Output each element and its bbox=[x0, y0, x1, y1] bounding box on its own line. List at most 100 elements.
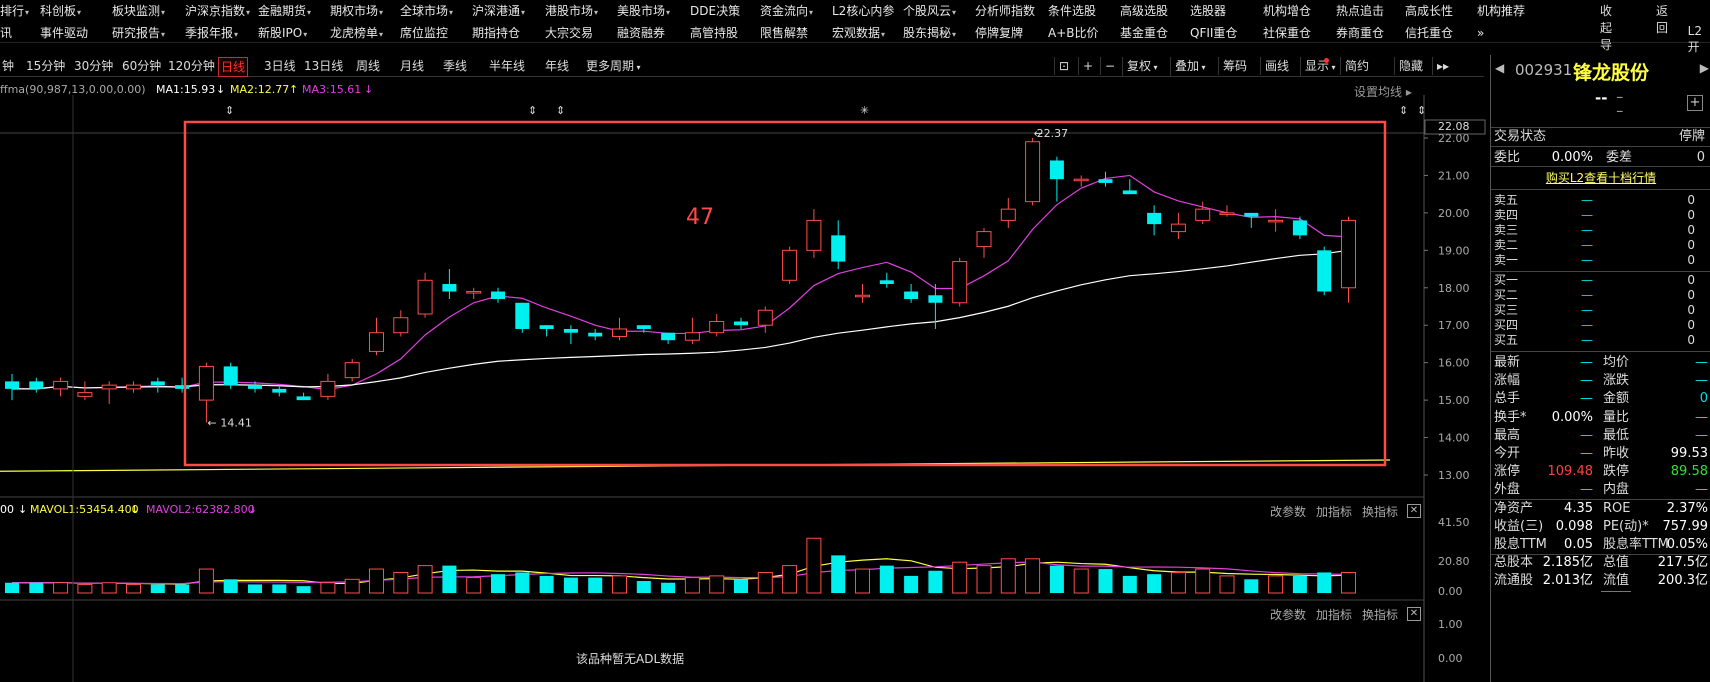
menu-item-menu_row1-8[interactable]: 港股市场▾ bbox=[545, 2, 598, 22]
event-marker-icon[interactable]: ⇕ bbox=[528, 104, 537, 117]
toolbar-btn-4[interactable]: 显示 ▾ bbox=[1300, 57, 1336, 77]
menu-item-menu_row2-6[interactable]: 席位监控 bbox=[400, 24, 448, 43]
period-tab-1[interactable]: 15分钟 bbox=[24, 57, 67, 75]
menu-item-menu_row2-21[interactable]: » bbox=[1477, 24, 1484, 43]
zoom-out-icon[interactable]: − bbox=[1100, 57, 1115, 75]
period-tab-6[interactable]: 3日线 bbox=[262, 57, 298, 75]
menu-item-menu_row1-2[interactable]: 板块监测▾ bbox=[112, 2, 165, 22]
menu-item-menu_row2-16[interactable]: 基金重仓 bbox=[1120, 24, 1168, 43]
menu-item-menu_row2-11[interactable]: 限售解禁 bbox=[760, 24, 808, 43]
menu-item-menu_row1-5[interactable]: 期权市场▾ bbox=[330, 2, 383, 22]
menu-item-menu_row1-16[interactable]: 高级选股 bbox=[1120, 2, 1168, 21]
menu-item-menu_row2-1[interactable]: 事件驱动 bbox=[40, 24, 88, 43]
menu-item-menu_row1-13[interactable]: 个股风云▾ bbox=[903, 2, 956, 22]
menu-item-menu_row1-11[interactable]: 资金流向▾ bbox=[760, 2, 813, 22]
period-tab-13[interactable]: 更多周期 ▾ bbox=[584, 57, 643, 77]
event-marker-icon[interactable]: ✳ bbox=[860, 104, 869, 117]
menu-item-menu_row1-15[interactable]: 条件选股 bbox=[1048, 2, 1096, 21]
vol-add-indicator-button[interactable]: 加指标 bbox=[1316, 505, 1353, 519]
adl-close-icon[interactable]: ✕ bbox=[1407, 607, 1421, 621]
menu-item-menu_row1-18[interactable]: 机构增仓 bbox=[1263, 2, 1311, 21]
adl-switch-indicator-button[interactable]: 换指标 bbox=[1362, 608, 1399, 622]
menu-item-menu_row1-9[interactable]: 美股市场▾ bbox=[617, 2, 670, 22]
stat-label: 涨停 bbox=[1494, 464, 1521, 480]
period-tab-11[interactable]: 半年线 bbox=[487, 57, 527, 75]
menu-item-menu_row2-0[interactable]: 讯 bbox=[0, 24, 12, 43]
back-button[interactable]: 返回 bbox=[1655, 4, 1668, 35]
vol-switch-indicator-button[interactable]: 换指标 bbox=[1362, 505, 1399, 519]
menu-item-menu_row2-7[interactable]: 期指持仓 bbox=[472, 24, 520, 43]
toolbar-btn-3[interactable]: 画线 bbox=[1260, 57, 1289, 75]
event-marker-icon[interactable]: ⇕ bbox=[225, 104, 234, 117]
menu-item-menu_row2-2[interactable]: 研究报告▾ bbox=[112, 24, 165, 44]
menu-item-menu_row2-17[interactable]: QFII重仓 bbox=[1190, 24, 1237, 43]
menu-item-menu_row2-3[interactable]: 季报年报▾ bbox=[185, 24, 238, 44]
period-tab-10[interactable]: 季线 bbox=[441, 57, 469, 75]
period-tab-8[interactable]: 周线 bbox=[354, 57, 382, 75]
menu-item-label: 排行 bbox=[0, 4, 25, 18]
toolbar-btn-0[interactable]: 复权 ▾ bbox=[1122, 57, 1158, 77]
zoom-in-icon[interactable]: + bbox=[1078, 57, 1093, 75]
period-tab-4[interactable]: 120分钟 bbox=[166, 57, 217, 75]
adl-change-params-button[interactable]: 改参数 bbox=[1270, 608, 1307, 622]
menu-item-menu_row2-10[interactable]: 高管持股 bbox=[690, 24, 738, 43]
menu-item-menu_row1-14[interactable]: 分析师指数 bbox=[975, 2, 1035, 21]
panel-scroll-handle[interactable] bbox=[1601, 591, 1631, 594]
menu-item-menu_row2-4[interactable]: 新股IPO▾ bbox=[258, 24, 307, 44]
vol-tick-label: 20.80 bbox=[1438, 555, 1470, 568]
menu-item-menu_row1-1[interactable]: 科创板▾ bbox=[40, 2, 81, 22]
vol-change-params-button[interactable]: 改参数 bbox=[1270, 505, 1307, 519]
menu-item-menu_row2-13[interactable]: 股东揭秘▾ bbox=[903, 24, 956, 44]
expand-right-icon[interactable]: ▸▸ bbox=[1432, 57, 1449, 75]
toolbar-btn-5[interactable]: 简约 bbox=[1340, 57, 1369, 75]
menu-item-menu_row2-20[interactable]: 信托重仓 bbox=[1405, 24, 1453, 43]
volume-bar bbox=[369, 568, 384, 594]
toolbar-btn-label: 显示 bbox=[1305, 59, 1330, 73]
menu-item-menu_row2-14[interactable]: 停牌复牌 bbox=[975, 24, 1023, 43]
period-tab-5[interactable]: 日线 bbox=[218, 57, 249, 77]
next-stock-icon[interactable]: ▶ bbox=[1699, 61, 1709, 75]
toolbar-btn-1[interactable]: 叠加 ▾ bbox=[1170, 57, 1206, 77]
chart-area[interactable]: 22.00 21.00 20.00 19.00 18.00 17.00 16.00 15.00… bbox=[0, 0, 1490, 682]
period-tab-0[interactable]: 钟 bbox=[0, 57, 16, 75]
period-tab-7[interactable]: 13日线 bbox=[302, 57, 345, 75]
volume-bar bbox=[1073, 568, 1089, 594]
menu-item-menu_row1-4[interactable]: 金融期货▾ bbox=[258, 2, 311, 22]
event-marker-icon[interactable]: ⇕ bbox=[1399, 104, 1408, 117]
adl-add-indicator-button[interactable]: 加指标 bbox=[1316, 608, 1353, 622]
volume-bar bbox=[5, 582, 19, 593]
menu-item-menu_row1-6[interactable]: 全球市场▾ bbox=[400, 2, 453, 22]
menu-item-menu_row1-19[interactable]: 热点追击 bbox=[1336, 2, 1384, 21]
l2-quote-link[interactable]: 购买L2查看十档行情 bbox=[1545, 171, 1657, 185]
vol-close-icon[interactable]: ✕ bbox=[1407, 504, 1421, 518]
toolbar-btn-2[interactable]: 筹码 bbox=[1218, 57, 1247, 75]
toolbar-btn-6[interactable]: 隐藏 bbox=[1394, 57, 1423, 75]
add-watchlist-icon[interactable]: + bbox=[1687, 95, 1703, 111]
period-tab-3[interactable]: 60分钟 bbox=[120, 57, 163, 75]
menu-item-menu_row1-10[interactable]: DDE决策 bbox=[690, 2, 740, 21]
lock-icon[interactable]: ⊡ bbox=[1054, 57, 1069, 75]
menu-item-menu_row2-19[interactable]: 券商重仓 bbox=[1336, 24, 1384, 43]
menu-item-menu_row1-0[interactable]: 排行▾ bbox=[0, 2, 29, 22]
menu-item-menu_row2-15[interactable]: A+B比价 bbox=[1048, 24, 1099, 43]
menu-item-menu_row2-12[interactable]: 宏观数据▾ bbox=[832, 24, 885, 44]
menu-item-menu_row2-9[interactable]: 融资融券 bbox=[617, 24, 665, 43]
event-marker-icon[interactable]: ⇕ bbox=[1417, 104, 1426, 117]
menu-item-menu_row2-5[interactable]: 龙虎榜单▾ bbox=[330, 24, 383, 44]
menu-item-menu_row1-21[interactable]: 机构推荐 bbox=[1477, 2, 1525, 21]
period-tab-12[interactable]: 年线 bbox=[543, 57, 571, 75]
stat-value-2: — bbox=[1695, 355, 1708, 370]
menu-item-menu_row1-7[interactable]: 沪深港通▾ bbox=[472, 2, 525, 22]
menu-item-menu_row1-17[interactable]: 选股器 bbox=[1190, 2, 1226, 21]
menu-item-menu_row1-12[interactable]: L2核心内参 bbox=[832, 2, 894, 21]
period-tab-2[interactable]: 30分钟 bbox=[72, 57, 115, 75]
period-tab-9[interactable]: 月线 bbox=[398, 57, 426, 75]
prev-stock-icon[interactable]: ◀ bbox=[1495, 61, 1505, 75]
bid-volume: 0 bbox=[1687, 273, 1695, 287]
menu-item-menu_row2-8[interactable]: 大宗交易 bbox=[545, 24, 593, 43]
menu-item-menu_row1-3[interactable]: 沪深京指数▾ bbox=[185, 2, 250, 22]
menu-item-menu_row2-18[interactable]: 社保重仓 bbox=[1263, 24, 1311, 43]
ma-settings-button[interactable]: 设置均线 ▸ bbox=[1354, 85, 1412, 99]
menu-item-menu_row1-20[interactable]: 高成长性 bbox=[1405, 2, 1453, 21]
event-marker-icon[interactable]: ⇕ bbox=[556, 104, 565, 117]
